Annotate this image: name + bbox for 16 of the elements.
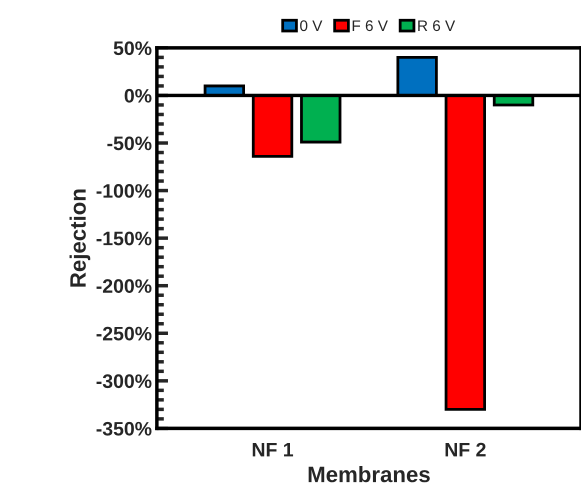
y-tick-label: -300% <box>96 374 152 388</box>
y-tick-label: -250% <box>96 326 152 341</box>
legend-label: 0 V <box>300 20 322 32</box>
y-tick-label: 50% <box>114 41 152 56</box>
y-tick-label: 0% <box>124 88 152 103</box>
legend-label: R 6 V <box>418 20 456 32</box>
y-tick-label: -100% <box>96 184 152 198</box>
legend-label: F 6 V <box>352 20 388 32</box>
y-axis-title: Rejection <box>70 190 90 287</box>
y-tick-label: -150% <box>96 232 152 246</box>
y-tick-label: -350% <box>96 422 152 436</box>
y-tick-label: -50% <box>107 136 152 150</box>
x-tick-label: NF 2 <box>446 442 486 456</box>
y-tick-label: -200% <box>96 279 152 293</box>
x-tick-label: NF 1 <box>252 443 294 456</box>
x-axis-title: Membranes <box>308 466 430 482</box>
